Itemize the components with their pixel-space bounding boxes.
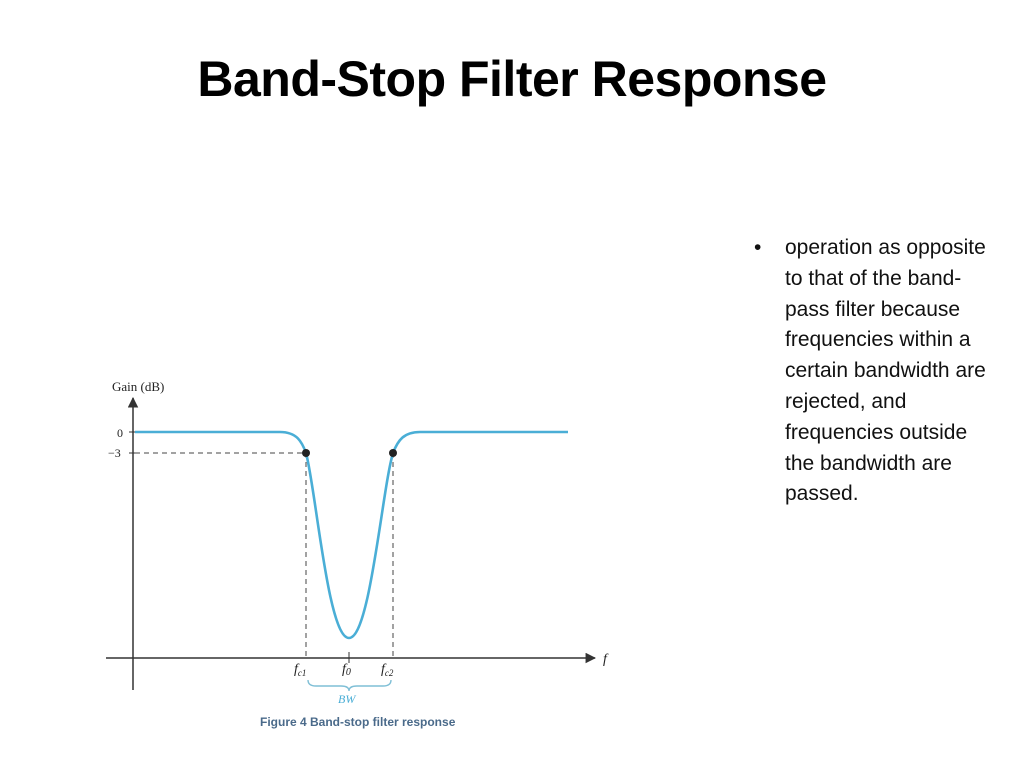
- y-tick-label-0: 0: [117, 426, 123, 440]
- bw-label: BW: [338, 692, 356, 706]
- bw-bracket: [307, 679, 392, 692]
- x-axis-label: f: [603, 652, 609, 667]
- response-curve: [135, 430, 568, 640]
- fc2-cutoff-point: [389, 449, 397, 457]
- f0-label-f: f: [342, 662, 348, 677]
- y-tick-label-minus3: −3: [108, 446, 121, 460]
- y-axis-label: Gain (dB): [112, 379, 164, 394]
- band-stop-diagram: Gain (dB) f 0 −3 fc1 f0 fc2 BW: [106, 379, 609, 706]
- figure-caption: Figure 4 Band-stop filter response: [260, 715, 456, 729]
- fc1-label: fc1: [294, 662, 306, 678]
- fc1-cutoff-point: [302, 449, 310, 457]
- fc2-label-sub: c2: [385, 668, 394, 678]
- bullet-item: • operation as opposite to that of the b…: [748, 233, 998, 510]
- slide-title: Band-Stop Filter Response: [197, 51, 827, 107]
- bullet-dot-icon: •: [754, 236, 762, 259]
- fc2-label: fc2: [381, 662, 394, 678]
- fc1-label-f: f: [294, 662, 300, 677]
- f0-label: f0: [342, 662, 351, 678]
- bullet-list: • operation as opposite to that of the b…: [748, 233, 998, 510]
- bullet-text: operation as opposite to that of the ban…: [785, 236, 986, 506]
- f0-label-sub: 0: [346, 667, 351, 678]
- fc1-label-sub: c1: [298, 668, 307, 678]
- band-stop-figure: Gain (dB) f 0 −3 fc1 f0 fc2 BW Figure 4: [90, 360, 630, 740]
- fc2-label-f: f: [381, 662, 387, 677]
